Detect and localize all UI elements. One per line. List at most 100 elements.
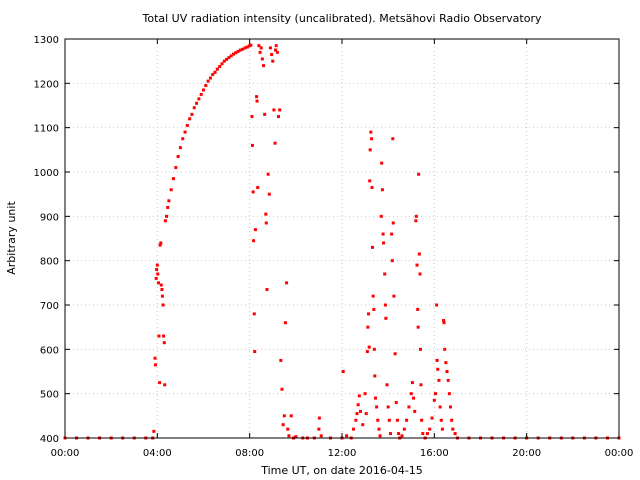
data-point [373,374,377,378]
y-tick-label: 1200 [34,79,59,90]
data-point [358,409,362,413]
data-point [215,67,219,71]
data-point [268,46,272,50]
data-point [394,401,398,405]
x-tick-label: 04:00 [143,448,172,459]
data-point [373,396,377,400]
data-point [161,303,165,307]
data-point [156,281,160,285]
data-point [274,48,278,52]
data-point [366,325,370,329]
data-point [204,84,208,88]
data-point [367,312,371,316]
data-point [341,370,345,373]
data-point [160,294,164,298]
data-point [154,276,158,280]
data-point [195,101,199,105]
y-tick-label: 800 [40,257,59,268]
data-point [157,334,161,338]
data-point [165,214,169,218]
data-point [450,418,454,422]
x-tick-label: 08:00 [235,448,264,459]
y-tick-label: 900 [40,212,59,223]
x-tick-label: 16:00 [420,448,449,459]
data-point [162,334,166,338]
data-point [167,199,171,203]
data-point [273,141,277,145]
data-point [163,219,167,223]
data-point [255,99,259,103]
data-point [421,432,425,436]
y-tick-label: 500 [40,390,59,401]
data-point [232,52,236,56]
data-point [439,418,443,422]
data-point [444,361,448,365]
data-point [243,46,247,50]
data-point [266,172,270,176]
data-point [440,427,444,431]
y-tick-label: 1100 [34,124,59,135]
data-point [255,95,259,99]
data-point [409,392,413,396]
y-tick-label: 700 [40,301,59,312]
data-point [442,321,446,325]
data-point [155,263,159,267]
data-point [432,398,436,402]
data-point [280,387,284,391]
data-point [397,432,401,436]
data-point [392,294,396,298]
data-point [153,363,157,367]
data-point [442,319,446,323]
data-point [370,137,374,141]
data-point [405,418,409,422]
data-point [227,56,231,60]
data-point [355,412,359,416]
y-tick-label: 1300 [34,35,59,46]
data-point [163,383,167,387]
data-point [317,427,321,431]
data-point [252,239,256,243]
data-point [199,92,203,96]
data-point [410,381,414,385]
data-point [178,146,182,150]
data-point [250,143,254,147]
data-point [345,434,349,438]
data-point [414,219,418,223]
data-point [256,186,260,190]
data-point [245,45,249,49]
data-point [257,44,261,48]
data-point [169,188,173,192]
data-point [236,49,240,53]
data-point [370,245,374,249]
plot-frame [64,38,620,439]
x-axis-label: Time UT, on date 2016-04-15 [260,464,423,477]
data-point [376,418,380,422]
data-point [417,252,421,256]
y-tick-label: 1000 [34,168,59,179]
data-point [368,179,372,183]
data-point [371,294,375,298]
data-point [375,405,379,409]
data-point [393,352,397,356]
data-point [387,418,391,422]
data-point [253,228,257,232]
data-point [382,241,386,245]
data-point [368,148,372,152]
data-point [263,112,267,116]
y-tick-label: 400 [40,434,59,445]
data-point [378,434,382,438]
data-point [369,130,373,134]
data-point [414,214,418,218]
chart-title: Total UV radiation intensity (uncalibrat… [142,12,542,25]
data-point [271,59,275,63]
data-point [400,434,404,438]
data-point [380,161,384,165]
data-point [275,50,279,54]
data-point [160,287,164,291]
data-point [251,190,255,194]
y-axis: 400 500 600 700 800 900 1000 1100 1200 1300 [34,35,619,445]
data-point [176,154,180,158]
data-point [188,117,192,121]
data-point [197,97,201,101]
